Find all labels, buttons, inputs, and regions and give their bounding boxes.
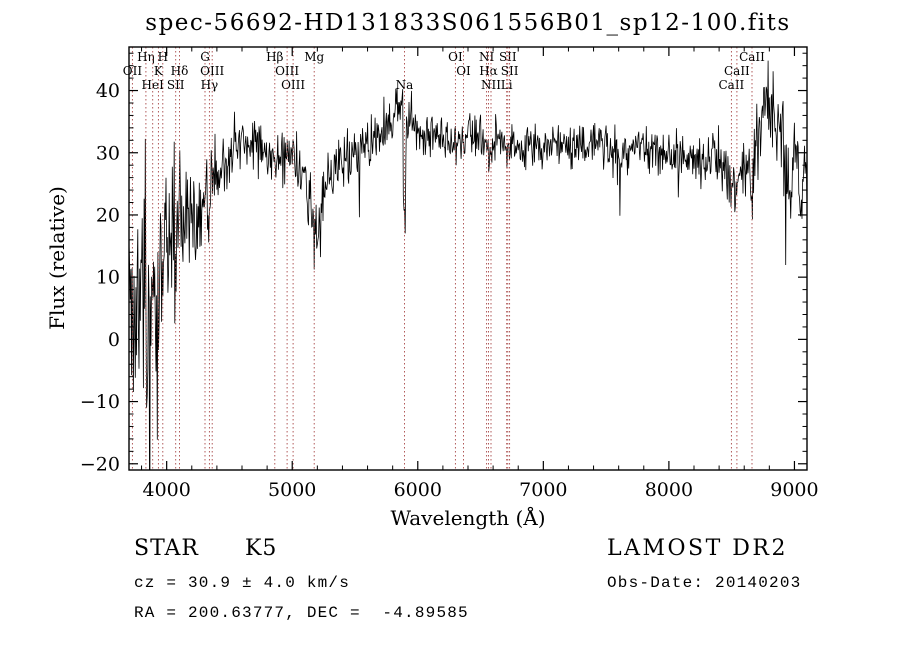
x-tick-label: 6000 xyxy=(394,479,442,501)
spectral-line-label: H xyxy=(158,50,168,64)
spectrum-line xyxy=(129,60,807,470)
spectral-line-label: G xyxy=(200,50,210,64)
y-tick-label: −10 xyxy=(80,391,120,413)
ra-dec: RA = 200.63777, DEC = -4.89585 xyxy=(134,604,469,622)
y-tick-label: 30 xyxy=(96,142,120,164)
y-tick-label: 40 xyxy=(96,80,120,102)
redshift-velocity: cz = 30.9 ± 4.0 km/s xyxy=(134,574,351,592)
spectral-line-label: Hη xyxy=(137,50,155,64)
spectral-line-label: SII xyxy=(499,50,517,64)
spectral-line-label: Hγ xyxy=(201,78,219,92)
spectrum-trace-group xyxy=(129,60,807,470)
obs-date: Obs-Date: 20140203 xyxy=(607,574,802,592)
x-tick-label: 9000 xyxy=(770,479,818,501)
spectral-line-label: CaII xyxy=(724,64,750,78)
spectral-line-label: NI xyxy=(479,50,495,64)
spectral-line-label: K xyxy=(154,64,164,78)
spectral-line-label: NII xyxy=(481,78,501,92)
spectral-line-label: OI xyxy=(448,50,463,64)
y-tick-label: 20 xyxy=(96,204,120,226)
axis-ticks: 4000 5000 6000 7000 8000 9000 −20 −10 0 10 20 30 40 xyxy=(80,47,819,501)
x-axis-label: Wavelength (Å) xyxy=(390,506,546,530)
classification-row: STAR K5 xyxy=(134,536,277,561)
spectral-line-label: OIII xyxy=(275,64,299,78)
y-tick-label: −20 xyxy=(80,453,120,475)
plot-frame xyxy=(128,46,808,471)
figure-title: spec-56692-HD131833S061556B01_sp12-100.f… xyxy=(145,10,791,36)
spectral-line-label: Hβ xyxy=(266,50,283,64)
spectral-line-label: Li xyxy=(501,78,513,92)
survey-label: LAMOST DR2 xyxy=(607,536,788,561)
object-class: STAR xyxy=(134,536,199,561)
x-tick-label: 5000 xyxy=(268,479,316,501)
spectral-line-label: OII xyxy=(123,64,143,78)
spectral-line-label: CaII xyxy=(739,50,765,64)
spectral-line-label: CaII xyxy=(718,78,744,92)
x-tick-label: 8000 xyxy=(645,479,693,501)
y-tick-label: 10 xyxy=(96,267,120,289)
spectral-line-label: OI xyxy=(456,64,471,78)
y-tick-label: 0 xyxy=(108,329,120,351)
spectral-line-label: SII xyxy=(167,78,185,92)
x-tick-label: 7000 xyxy=(519,479,567,501)
spectral-line-label: Na xyxy=(396,78,414,92)
spectral-line-label: Mg xyxy=(304,50,324,64)
spectral-line-label: Hα xyxy=(479,64,498,78)
spectral-line-markers: OIIHηHeIKHSIIHδGHγOIIIHβOIIIOIIIMgNaOIOI… xyxy=(123,47,765,470)
spectral-line-label: OIII xyxy=(200,64,224,78)
object-subclass: K5 xyxy=(245,536,278,561)
spectral-line-label: HeI xyxy=(142,78,165,92)
spectral-line-label: OIII xyxy=(281,78,305,92)
spectral-line-label: SII xyxy=(501,64,519,78)
x-tick-label: 4000 xyxy=(142,479,190,501)
spectral-line-label: Hδ xyxy=(171,64,189,78)
y-axis-label: Flux (relative) xyxy=(45,186,69,330)
